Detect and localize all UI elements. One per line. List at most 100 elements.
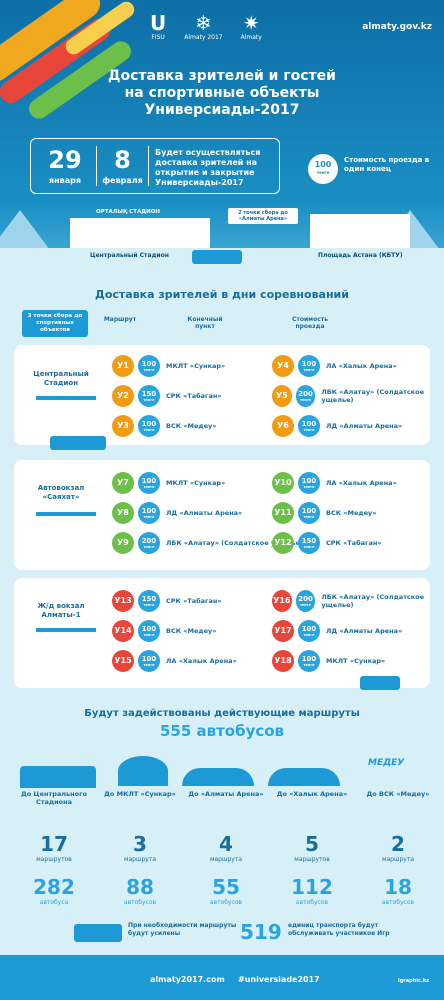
gather-sign: 2 точки сбора до «Алматы Арена» <box>228 208 298 224</box>
route-number: У1 <box>112 355 134 377</box>
route-number: У13 <box>112 590 134 612</box>
fisu-logo: U FISU <box>150 11 167 41</box>
label-astana-square: Площадь Астана (КБТУ) <box>318 252 403 259</box>
ski-jump-icon <box>118 756 168 786</box>
stat-buses: 55 <box>212 875 240 899</box>
stop-panel-stadium <box>14 345 430 445</box>
stat-buses-label: автобусов <box>381 899 415 906</box>
route-price: 100 тенге <box>298 620 320 642</box>
route-destination: МКЛТ «Сункар» <box>326 657 386 665</box>
bus-icon <box>192 250 242 264</box>
stat-column: До «Халык Арена» 5 маршрутов 112 автобусов <box>268 790 356 906</box>
route-row: У4 100 тенге ЛА «Халык Арена» <box>272 355 397 377</box>
label-central-stadium: Центральный Стадион <box>90 252 169 259</box>
logo-group: U FISU ❄ Almaty 2017 ✷ Almaty <box>150 12 262 41</box>
stat-buses: 112 <box>291 875 333 899</box>
footer <box>0 955 444 1000</box>
route-destination: ЛД «Алматы Арена» <box>326 627 403 635</box>
stat-buses-label: автобуса <box>39 899 69 906</box>
route-price: 100 тенге <box>298 415 320 437</box>
site-link[interactable]: almaty.gov.kz <box>362 22 432 32</box>
route-row: У10 100 тенге ЛА «Халык Арена» <box>272 472 397 494</box>
route-row: У16 200 тенге ЛБК «Алатау» (Солдатское ущел… <box>272 590 444 612</box>
route-destination: ЛД «Алматы Арена» <box>326 422 403 430</box>
divider <box>96 146 97 186</box>
route-price: 100 тенге <box>138 502 160 524</box>
route-destination: ВСК «Медеу» <box>166 627 217 635</box>
route-price: 100 тенге <box>298 472 320 494</box>
stop-name: Ж/д вокзал Алматы-1 <box>37 602 85 619</box>
stat-routes-label: маршрутов <box>36 856 72 863</box>
total-buses: 555 автобусов <box>159 722 285 740</box>
footer-credit: igraphic.kz <box>398 978 430 984</box>
route-price: 100 тенге <box>138 620 160 642</box>
dates-box <box>30 138 280 194</box>
stat-routes-label: маршрута <box>381 856 415 863</box>
route-price: 100 тенге <box>298 502 320 524</box>
route-destination: СРК «Табаган» <box>326 539 382 547</box>
route-row: У2 150 тенге СРК «Табаган» <box>112 385 222 407</box>
price-badge: 100 тенге <box>308 154 338 184</box>
stop-panel-railway <box>14 578 430 688</box>
route-number: У16 <box>272 590 292 612</box>
route-price: 200 тенге <box>295 385 316 407</box>
route-number: У6 <box>272 415 294 437</box>
transport-count: 519 <box>240 920 282 944</box>
bus-stop-icon <box>36 512 96 542</box>
route-destination: ВСК «Медеу» <box>326 509 377 517</box>
halyk-arena-icon <box>268 768 340 786</box>
route-number: У15 <box>112 650 134 672</box>
stat-destination: До Центрального Стадиона <box>21 790 87 806</box>
bus-stop-icon <box>36 396 96 426</box>
route-price: 200 тенге <box>295 590 316 612</box>
date-day-1: 29 <box>48 146 82 174</box>
stadium-icon <box>20 766 96 788</box>
stat-destination: До МКЛТ «Сункар» <box>104 790 176 798</box>
stat-routes: 4 <box>219 832 233 856</box>
route-destination: ЛБК «Алатау» (Солдатское ущелье) <box>321 388 425 404</box>
route-destination: ЛА «Халык Арена» <box>326 479 397 487</box>
note-transport: единиц транспорта будут обслуживать учас… <box>288 922 390 937</box>
route-row: У12 150 тенге СРК «Табаган» <box>272 532 382 554</box>
stop-name: Автовокзал «Саяхат» <box>37 484 85 501</box>
route-row: У5 200 тенге ЛБК «Алатау» (Солдатское ущель… <box>272 385 444 407</box>
footer-site-link[interactable]: almaty2017.com <box>150 975 225 984</box>
route-number: У9 <box>112 532 134 554</box>
route-row: У1 100 тенге МКЛТ «Сункар» <box>112 355 225 377</box>
dates-description: Будет осуществляться доставка зрителей н… <box>155 148 261 187</box>
route-destination: ЛБК «Алатау» (Солдатское ущелье) <box>166 539 304 547</box>
almaty-logo: ✷ Almaty <box>240 11 262 41</box>
route-price: 100 тенге <box>138 415 160 437</box>
date-month-1: января <box>49 176 81 185</box>
route-row: У6 100 тенге ЛД «Алматы Арена» <box>272 415 402 437</box>
route-row: У13 150 тенге СРК «Табаган» <box>112 590 222 612</box>
route-price: 100 тенге <box>298 650 320 672</box>
route-price: 150 тенге <box>298 532 320 554</box>
route-price: 150 тенге <box>138 385 160 407</box>
route-number: У5 <box>272 385 292 407</box>
stat-routes: 5 <box>305 832 319 856</box>
stat-buses: 88 <box>126 875 154 899</box>
route-number: У2 <box>112 385 134 407</box>
note-reinforcement: При необходимости маршруты будут усилены <box>128 922 237 937</box>
route-destination: СРК «Табаган» <box>166 597 222 605</box>
route-destination: ВСК «Медеу» <box>166 422 217 430</box>
mountain-icon <box>0 210 50 250</box>
stat-destination: До «Халык Арена» <box>276 790 348 798</box>
stat-routes-label: маршрута <box>209 856 243 863</box>
section-title-routes: Будут задействованы действующие маршруты <box>84 708 360 719</box>
stat-routes: 3 <box>133 832 147 856</box>
route-row: У17 100 тенге ЛД «Алматы Арена» <box>272 620 402 642</box>
medeu-logo: МЕДЕУ <box>368 758 405 768</box>
stop-name: Центральный Стадион <box>33 370 89 387</box>
route-row: У3 100 тенге ВСК «Медеу» <box>112 415 216 437</box>
route-number: У10 <box>272 472 294 494</box>
stadium-building-icon <box>70 218 210 248</box>
route-number: У14 <box>112 620 134 642</box>
section-title-daily: Доставка зрителей в дни соревнований <box>95 288 349 301</box>
col-header-destination: Конечный пункт <box>187 316 223 330</box>
route-row: У15 100 тенге ЛА «Халык Арена» <box>112 650 237 672</box>
price-description: Стоимость проезда в один конец <box>344 156 430 173</box>
route-price: 150 тенге <box>138 590 160 612</box>
stat-routes-label: маршрутов <box>294 856 330 863</box>
